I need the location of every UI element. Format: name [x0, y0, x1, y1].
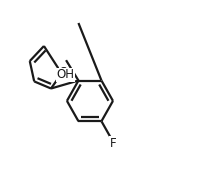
Text: OH: OH	[56, 68, 74, 81]
Text: S: S	[60, 66, 67, 79]
Text: F: F	[110, 137, 116, 150]
